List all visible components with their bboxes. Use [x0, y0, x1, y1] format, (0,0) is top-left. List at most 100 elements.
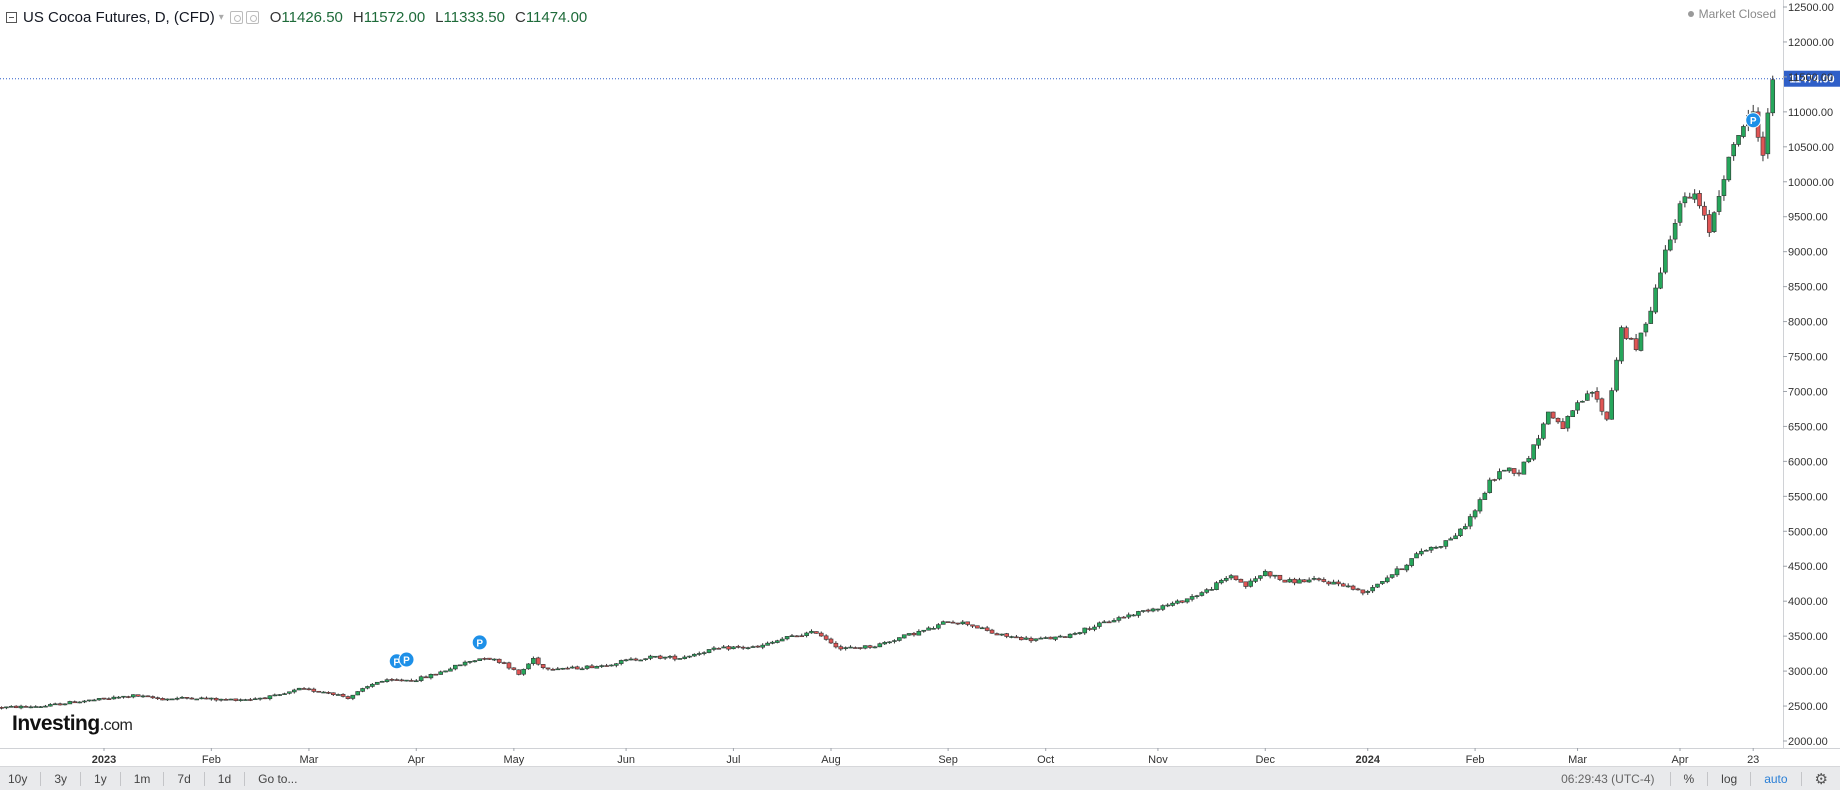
candle [936, 623, 941, 630]
candle [1541, 422, 1546, 441]
candle [13, 705, 19, 709]
candle-body [1248, 580, 1253, 587]
candle-body [1409, 558, 1414, 566]
candle [1175, 599, 1180, 605]
candle-body [560, 667, 565, 670]
settings-icon[interactable] [229, 10, 243, 24]
candle-body [48, 704, 53, 707]
range-7d-button[interactable]: 7d [177, 771, 191, 786]
candle [1267, 571, 1273, 579]
candle [135, 694, 141, 697]
percent-scale-toggle[interactable]: % [1683, 771, 1695, 786]
candle-body [1716, 196, 1722, 212]
candle [1077, 631, 1083, 635]
candle-body [1536, 438, 1541, 446]
candle-body [218, 698, 224, 701]
candle-body [809, 630, 814, 634]
candle-body [1516, 472, 1522, 475]
candle-body [1394, 568, 1400, 576]
range-1y-button[interactable]: 1y [94, 771, 107, 786]
candle-body [487, 657, 492, 660]
time-axis[interactable]: 2023 Feb Mar Apr May Jun Jul Aug Sep Oct Nov Dec 202… [92, 748, 1760, 766]
chevron-down-icon[interactable]: ▾ [218, 11, 224, 23]
candle [531, 656, 536, 666]
candle-body [1272, 574, 1278, 577]
candle-body [926, 627, 931, 631]
event-marker[interactable]: P [471, 634, 488, 651]
candle-body [1136, 611, 1141, 616]
y-tick-label: 2000.00 [1788, 736, 1828, 748]
candle-body [1370, 587, 1375, 592]
candle-body [1482, 492, 1488, 500]
event-marker[interactable]: P [1745, 112, 1762, 129]
candle [1497, 468, 1502, 481]
price-chart[interactable]: 11474.00 2000.00 2500.00 3000.00 3500.00 400… [0, 0, 1840, 766]
candle [1443, 540, 1449, 550]
candle [287, 691, 292, 695]
candle [1716, 190, 1722, 216]
candle-body [1267, 571, 1273, 577]
range-1d-button[interactable]: 1d [217, 771, 232, 786]
price-axis[interactable]: 2000.00 2500.00 3000.00 3500.00 4000.00 4500.… [1783, 2, 1834, 748]
go-to-date-button[interactable]: Go to... [258, 771, 298, 786]
candle [1302, 579, 1307, 583]
candle-body [1365, 591, 1371, 593]
candle-body [1526, 458, 1532, 463]
candle-body [150, 696, 156, 699]
candle-body [897, 637, 902, 641]
candle [0, 706, 4, 710]
auto-scale-toggle[interactable]: auto [1764, 771, 1788, 786]
candle [696, 651, 702, 656]
event-marker[interactable]: P [398, 651, 415, 668]
candle-body [765, 642, 770, 646]
candle [662, 656, 668, 660]
candle [740, 645, 746, 650]
candle [248, 697, 253, 702]
candle [1409, 558, 1414, 568]
marker-circle [471, 634, 488, 651]
candle-body [1053, 636, 1058, 640]
instrument-title[interactable]: US Cocoa Futures, D, (CFD) [23, 8, 215, 26]
candle [1321, 577, 1327, 583]
candle-body [599, 665, 604, 667]
range-1m-button[interactable]: 1m [133, 771, 151, 786]
candle-body [833, 642, 839, 648]
candle-body [223, 699, 229, 701]
candle [1711, 211, 1717, 233]
candle-body [1033, 638, 1039, 641]
range-10y-button[interactable]: 10y [8, 771, 28, 786]
candle [1341, 582, 1346, 587]
candle-body [1180, 600, 1185, 603]
gear-icon[interactable]: ⚙ [1814, 770, 1828, 788]
candle [970, 624, 975, 628]
candle-body [799, 635, 805, 638]
candle-body [130, 694, 136, 698]
candle-body [1506, 467, 1512, 472]
candle-body [360, 688, 365, 692]
visibility-icon[interactable] [245, 10, 259, 24]
log-scale-toggle[interactable]: log [1721, 771, 1738, 786]
candle-body [979, 627, 985, 630]
candle-body [316, 690, 321, 693]
collapse-legend-icon[interactable] [6, 11, 17, 23]
y-tick-label: 6500.00 [1788, 421, 1828, 433]
candle [1058, 634, 1063, 638]
candle-body [1736, 135, 1741, 145]
candle [638, 659, 644, 662]
candle-body [877, 643, 883, 648]
candle [194, 698, 200, 701]
candle [1448, 536, 1453, 541]
candle-body [331, 692, 336, 695]
candle [72, 700, 78, 704]
x-tick-label: 2024 [1355, 754, 1380, 766]
candle [736, 644, 741, 649]
range-3y-button[interactable]: 3y [54, 771, 68, 786]
candle [1253, 576, 1258, 584]
candle [687, 655, 692, 659]
candle [1219, 578, 1224, 585]
status-dot-icon [1687, 11, 1694, 17]
candle [516, 669, 522, 676]
candle-body [726, 646, 731, 650]
candle-body [448, 668, 453, 672]
candle-body [8, 706, 14, 708]
